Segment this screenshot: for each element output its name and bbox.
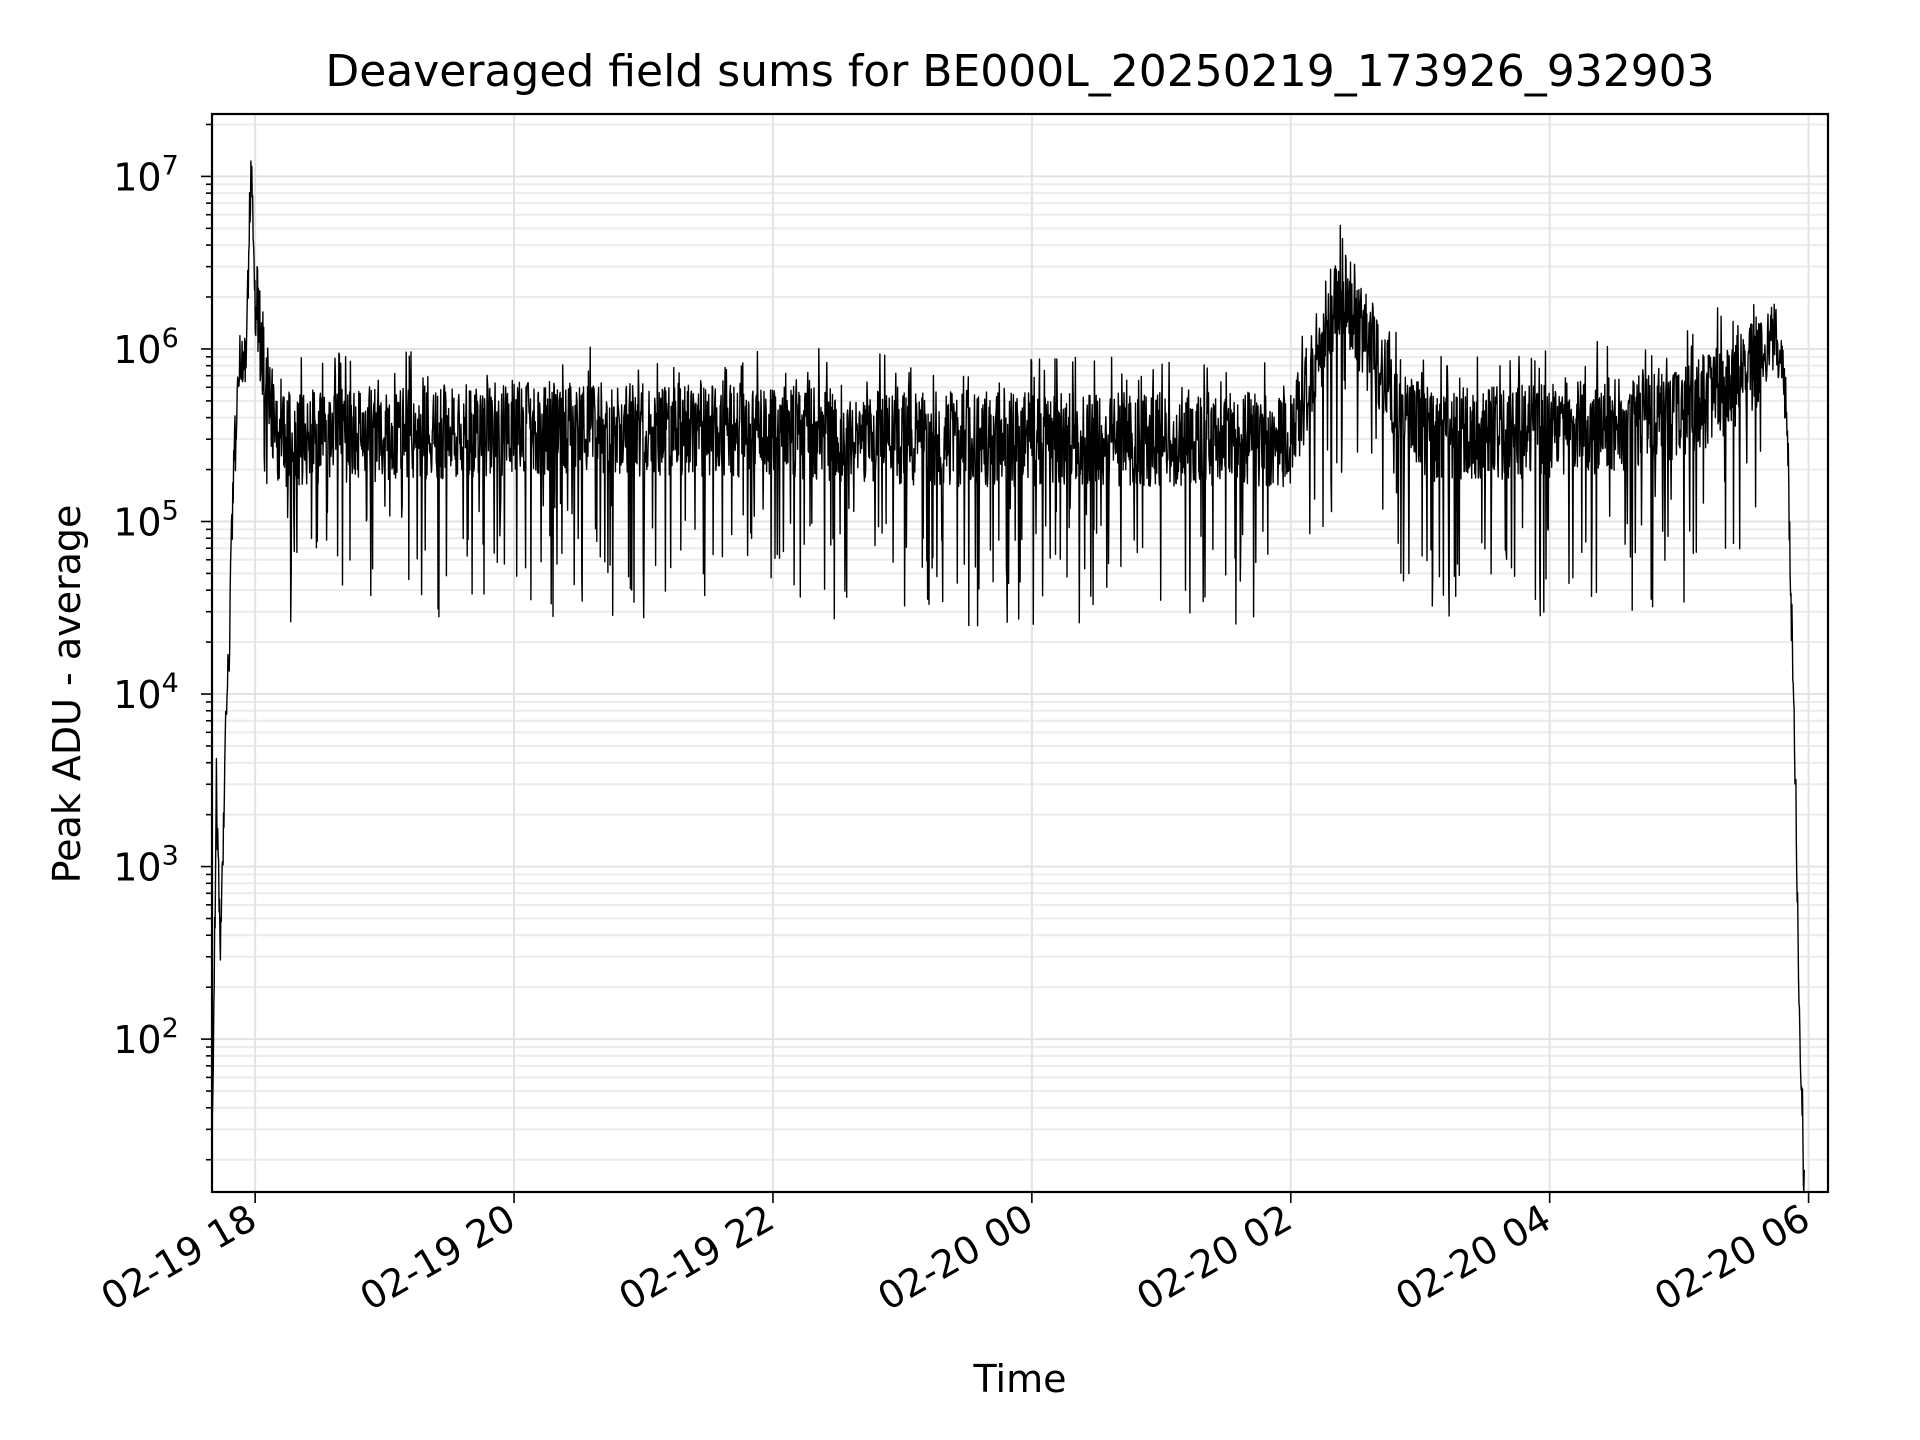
data-layer — [211, 160, 1805, 1193]
chart-title: Deaveraged field sums for BE000L_2025021… — [325, 46, 1714, 97]
y-axis-label: Peak ADU - average — [45, 505, 89, 884]
plot-frame — [210, 112, 1830, 1194]
y-tick-label: 102 — [113, 1013, 179, 1062]
y-tick-label: 105 — [113, 495, 179, 544]
y-tick-label: 104 — [113, 668, 179, 717]
y-tick-label: 107 — [113, 150, 179, 199]
y-tick-label: 106 — [113, 323, 179, 372]
series-line — [211, 160, 1805, 1193]
y-tick-label: 103 — [113, 841, 179, 890]
x-axis-label: Time — [973, 1357, 1067, 1401]
